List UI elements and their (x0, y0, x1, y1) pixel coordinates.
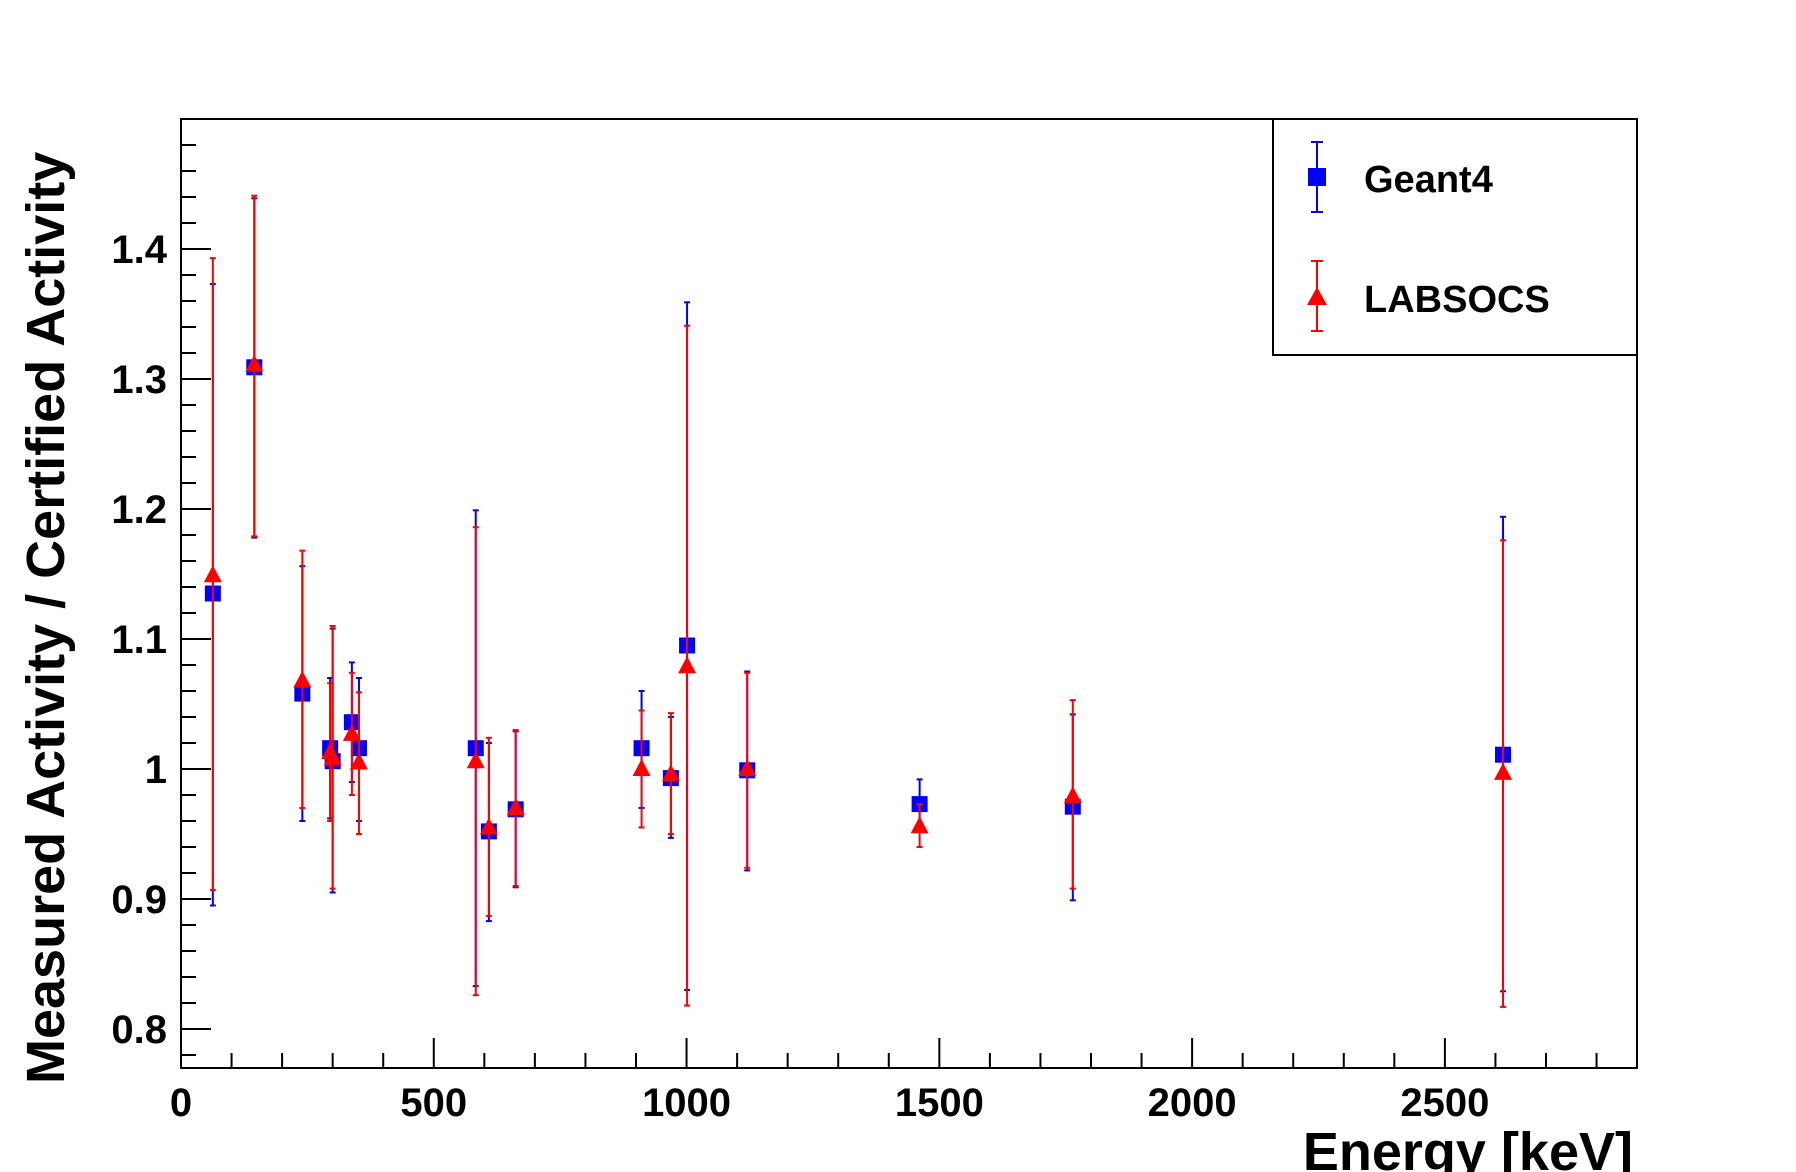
axes (180, 118, 1598, 1068)
data-point (661, 764, 680, 782)
y-tick-label: 0.8 (111, 1008, 167, 1052)
series-labsocs (203, 194, 1513, 1008)
data-point (323, 748, 342, 766)
x-tick-label: 0 (170, 1081, 192, 1125)
data-point (293, 670, 312, 688)
data-point (349, 752, 368, 770)
data-point (203, 565, 222, 583)
data-point (466, 751, 485, 769)
legend-square-marker-icon (1308, 168, 1326, 186)
y-tick-label: 1 (145, 748, 167, 792)
data-point (738, 759, 757, 776)
x-tick-label: 1000 (642, 1081, 731, 1125)
data-point (678, 656, 697, 674)
tick-labels: 0 500 1000 1500 2000 2500 0.8 0.9 1 1.1 1.2 1.3 1.4 (111, 228, 1489, 1125)
legend-label-geant4: Geant4 (1364, 159, 1493, 201)
x-tick-label: 2500 (1400, 1081, 1489, 1125)
data-point (1063, 786, 1082, 804)
data-point (632, 759, 651, 776)
data-point (342, 723, 361, 741)
x-tick-label: 2000 (1148, 1081, 1237, 1125)
data-point (506, 798, 525, 815)
legend: Geant4 LABSOCS (1272, 118, 1638, 356)
data-point (245, 354, 264, 372)
legend-triangle-marker-icon (1307, 287, 1327, 305)
x-tick-label: 1500 (895, 1081, 984, 1125)
y-tick-label: 1.2 (111, 488, 167, 532)
y-tick-label: 1.4 (111, 228, 167, 272)
data-series (203, 194, 1513, 1008)
data-point (910, 816, 929, 834)
legend-entry-labsocs: LABSOCS (1307, 260, 1550, 332)
x-axis-title: Energy [keV] (1303, 1122, 1633, 1172)
y-axis-title: Measured Activity / Certified Activity (16, 152, 76, 1084)
plot-frame (180, 118, 1638, 1069)
legend-label-labsocs: LABSOCS (1364, 279, 1550, 321)
legend-box (1272, 118, 1638, 356)
data-point (1494, 762, 1513, 780)
y-tick-label: 1.3 (111, 358, 167, 402)
y-tick-label: 0.9 (111, 878, 167, 922)
data-point (479, 817, 498, 835)
x-tick-label: 500 (400, 1081, 467, 1125)
legend-entry-geant4: Geant4 (1308, 141, 1493, 213)
y-tick-label: 1.1 (111, 618, 167, 662)
